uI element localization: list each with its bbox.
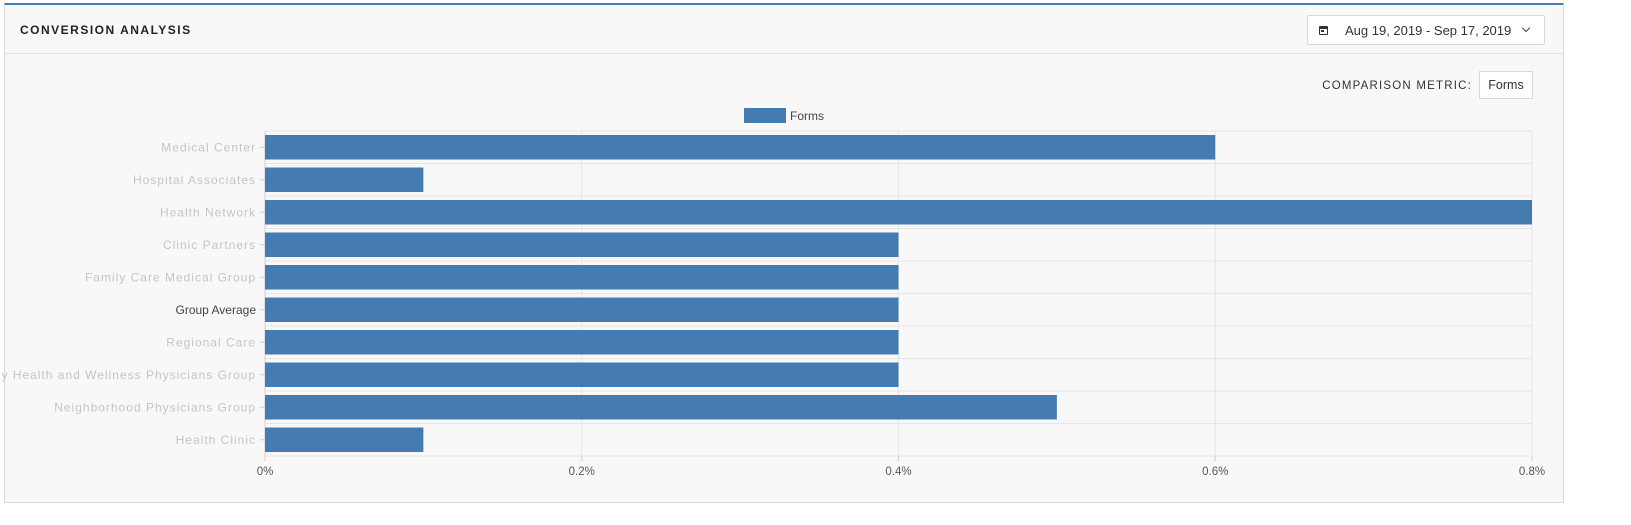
date-range-picker[interactable]: Aug 19, 2019 - Sep 17, 2019	[1307, 15, 1545, 45]
bar[interactable]	[265, 265, 899, 290]
calendar-icon	[1319, 25, 1328, 35]
legend-swatch	[744, 108, 786, 123]
bar[interactable]	[265, 167, 424, 193]
x-tick-label: 0.8%	[1519, 466, 1545, 478]
x-tick-label: 0%	[257, 466, 274, 478]
legend-label: Forms	[790, 109, 824, 123]
category-label: Regional Care	[166, 335, 256, 349]
category-label: Health Network	[160, 205, 256, 219]
x-tick-label: 0.6%	[1202, 466, 1228, 478]
panel-header: CONVERSION ANALYSIS Aug 19, 2019 - Sep 1…	[5, 5, 1563, 54]
bar[interactable]	[265, 427, 424, 453]
category-label: Medical Center	[161, 140, 256, 154]
date-range-text: Aug 19, 2019 - Sep 17, 2019	[1345, 22, 1512, 38]
category-label: Group Average	[175, 303, 256, 317]
bar[interactable]	[265, 330, 899, 355]
bar[interactable]	[265, 297, 899, 323]
bar[interactable]	[265, 362, 899, 388]
panel-title: CONVERSION ANALYSIS	[20, 23, 192, 37]
category-label: Family Care Medical Group	[85, 270, 256, 284]
comparison-metric-label: COMPARISON METRIC:	[1322, 80, 1472, 92]
category-label: Neighborhood Physicians Group	[54, 400, 256, 414]
comparison-metric-select[interactable]: Forms	[1479, 71, 1533, 99]
x-tick-label: 0.2%	[569, 466, 595, 478]
bar[interactable]	[265, 200, 1532, 225]
category-label: Community Health and Wellness Physicians…	[0, 368, 256, 382]
category-label: Health Clinic	[176, 433, 256, 447]
bar[interactable]	[265, 232, 899, 258]
bar[interactable]	[265, 135, 1216, 160]
x-tick-label: 0.4%	[885, 466, 911, 478]
bar[interactable]	[265, 395, 1057, 420]
category-label: Hospital Associates	[133, 173, 256, 187]
category-label: Clinic Partners	[163, 238, 256, 252]
